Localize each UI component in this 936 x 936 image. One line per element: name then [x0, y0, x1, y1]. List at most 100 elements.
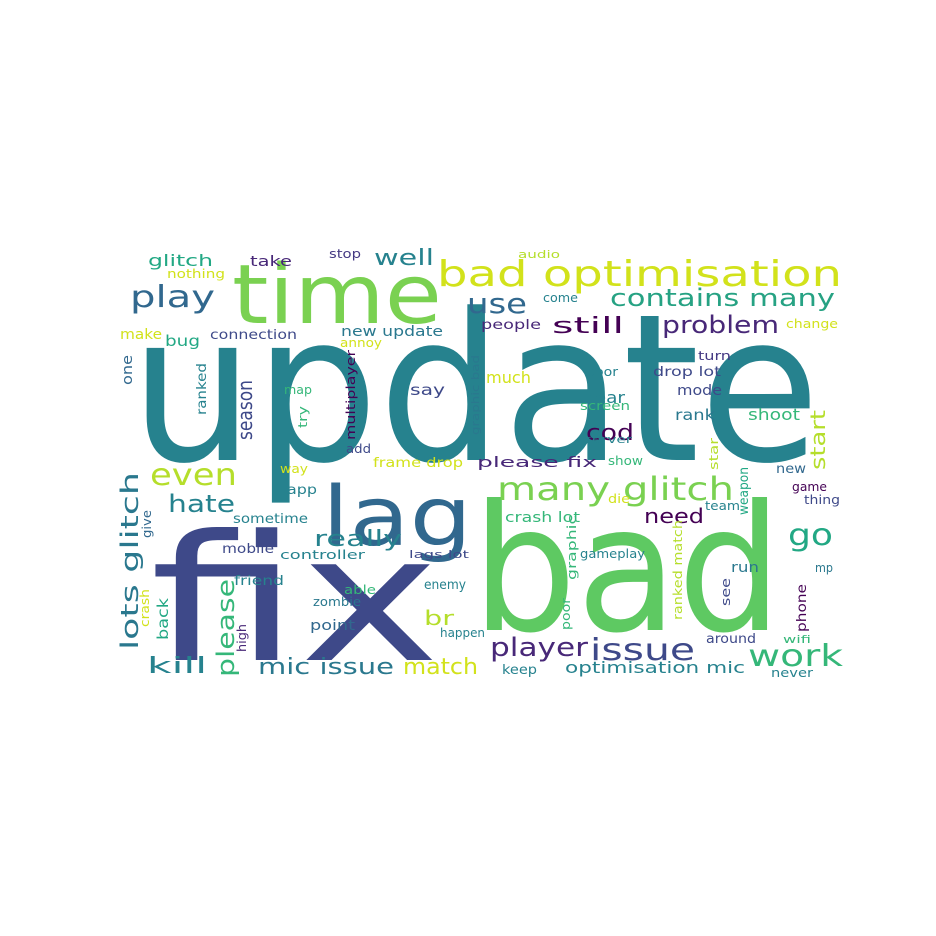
- cloud-word: many glitch: [497, 470, 734, 508]
- cloud-word: game: [792, 480, 827, 494]
- cloud-word: play: [130, 280, 215, 315]
- cloud-word: really: [314, 527, 402, 552]
- cloud-word: sometime: [233, 512, 308, 527]
- cloud-word: stop: [329, 247, 361, 261]
- cloud-word: poor: [586, 365, 618, 379]
- cloud-word: time: [232, 248, 442, 343]
- cloud-word: zombie: [313, 595, 361, 609]
- cloud-word: screen: [580, 399, 630, 413]
- cloud-word: map: [284, 383, 312, 397]
- cloud-word: drop lot: [653, 365, 721, 380]
- cloud-word: graphic: [565, 515, 579, 580]
- cloud-word: poor: [559, 598, 573, 630]
- cloud-word: use: [467, 287, 527, 320]
- cloud-word: lots glitch: [116, 472, 144, 650]
- cloud-word: keep: [502, 663, 537, 678]
- cloud-word: lag: [322, 470, 472, 565]
- cloud-word: crash: [138, 589, 152, 627]
- cloud-word: change: [786, 317, 838, 331]
- cloud-word: annoy: [340, 336, 382, 350]
- cloud-word: able: [344, 583, 376, 597]
- cloud-word: need: [644, 504, 704, 528]
- cloud-word: thing: [804, 493, 840, 507]
- cloud-word: around: [706, 632, 756, 647]
- cloud-word: even: [150, 458, 237, 493]
- cloud-word: hate: [168, 490, 235, 518]
- cloud-word: high: [235, 624, 249, 652]
- cloud-word: season: [233, 380, 257, 440]
- cloud-word: back: [154, 598, 172, 640]
- cloud-word: problem: [662, 311, 779, 339]
- cloud-word: way: [280, 462, 308, 476]
- cloud-word: see: [719, 578, 733, 606]
- cloud-word: make: [120, 327, 162, 343]
- cloud-word: new update: [341, 324, 443, 340]
- cloud-word: cod: [586, 421, 634, 446]
- cloud-word: friend: [234, 574, 284, 589]
- cloud-word: bad: [472, 469, 782, 672]
- cloud-word: mic issue: [258, 655, 394, 680]
- cloud-word: fix: [150, 499, 440, 702]
- cloud-word: bug: [165, 332, 200, 350]
- cloud-word: team: [705, 499, 740, 513]
- cloud-word: work: [748, 639, 844, 674]
- cloud-word: people: [481, 318, 541, 333]
- cloud-word: take: [250, 254, 292, 270]
- cloud-word: say: [410, 381, 445, 399]
- cloud-word: point: [310, 618, 356, 634]
- cloud-word: please fix: [477, 455, 597, 471]
- cloud-word: controller: [280, 548, 365, 562]
- cloud-word: frame drop: [373, 456, 463, 471]
- cloud-word: well: [374, 246, 434, 271]
- cloud-word: phone: [795, 584, 810, 632]
- cloud-word: br: [424, 606, 455, 630]
- cloud-word: multiplayer: [344, 350, 358, 440]
- cloud-word: never: [771, 666, 813, 680]
- cloud-word: start: [806, 410, 830, 470]
- cloud-word: still: [552, 314, 624, 339]
- cloud-word: much: [486, 368, 531, 387]
- cloud-word: shoot: [748, 405, 800, 424]
- cloud-word: star: [707, 438, 721, 470]
- cloud-word: app: [287, 483, 317, 498]
- cloud-word: wifi: [783, 633, 811, 646]
- cloud-word: happen: [440, 626, 485, 640]
- cloud-word: new: [776, 462, 806, 477]
- cloud-word: turn: [698, 349, 731, 363]
- cloud-word: die: [608, 492, 630, 506]
- cloud-word: give: [140, 510, 154, 538]
- cloud-word: graphic bad: [469, 355, 482, 435]
- cloud-word: mobile: [222, 542, 274, 557]
- cloud-word: server: [584, 433, 633, 446]
- cloud-word: add: [346, 442, 371, 456]
- cloud-word: player: [490, 633, 588, 663]
- cloud-word: show: [608, 454, 643, 468]
- cloud-word: mode: [677, 383, 722, 399]
- cloud-word: audio: [518, 248, 560, 261]
- cloud-word: nothing: [167, 267, 225, 281]
- cloud-word: crash lot: [505, 510, 581, 526]
- cloud-word: run: [731, 560, 759, 576]
- cloud-word: ranked match: [671, 520, 685, 620]
- cloud-word: kill: [147, 654, 207, 679]
- cloud-word: weapon: [737, 467, 752, 515]
- cloud-word: rank: [675, 406, 715, 424]
- cloud-word: match: [403, 655, 478, 680]
- cloud-word: one: [120, 355, 136, 385]
- cloud-word: enemy: [424, 578, 466, 593]
- cloud-word: come: [543, 291, 578, 305]
- cloud-word: hear: [583, 388, 625, 407]
- cloud-word: ranked: [195, 363, 210, 415]
- cloud-word: connection: [210, 328, 297, 343]
- cloud-word: go: [788, 518, 833, 553]
- cloud-word: issue: [590, 633, 695, 668]
- cloud-word: update: [130, 271, 820, 509]
- cloud-word: optimisation mic: [565, 658, 745, 677]
- cloud-word: please: [212, 579, 240, 677]
- cloud-word: mp: [815, 561, 833, 575]
- cloud-word: glitch: [148, 251, 213, 270]
- cloud-word: try: [296, 406, 310, 428]
- cloud-word: gameplay: [580, 547, 645, 561]
